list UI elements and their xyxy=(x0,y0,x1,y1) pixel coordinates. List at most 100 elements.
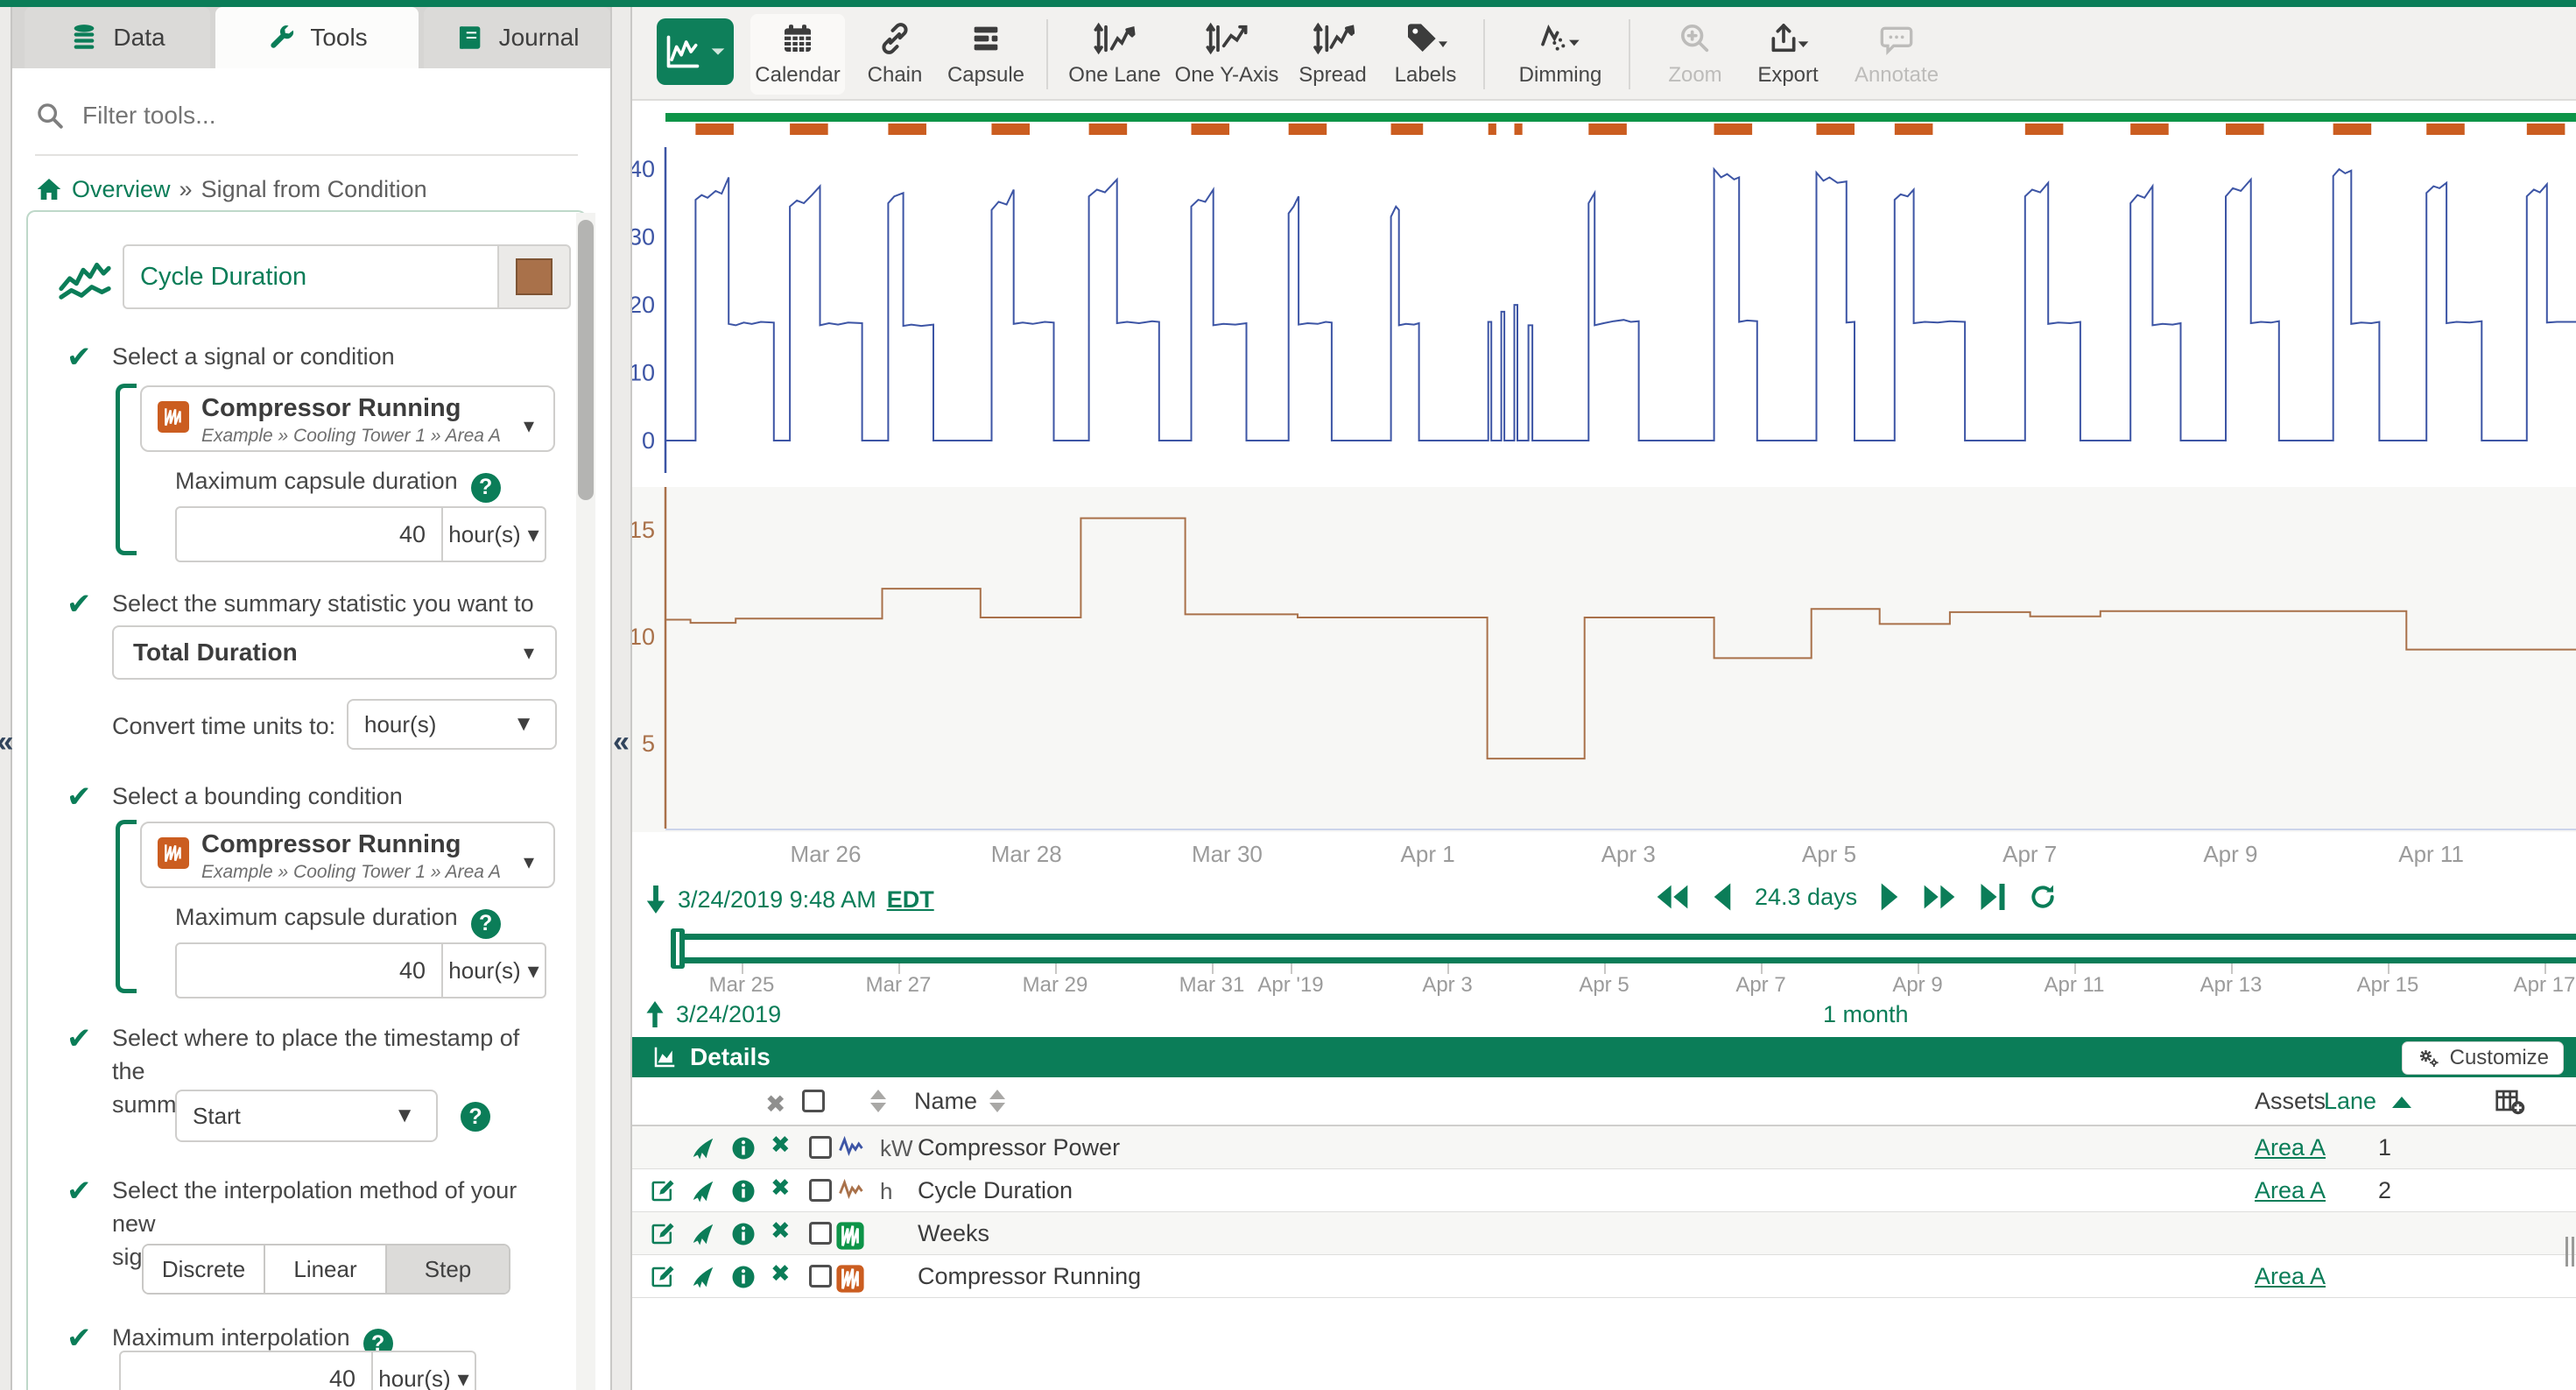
capsule-segment-compressor-running[interactable] xyxy=(1816,123,1855,135)
result-name-input[interactable] xyxy=(123,244,497,309)
asset-link[interactable]: Area A xyxy=(2255,1177,2326,1204)
capsule-segment-compressor-running[interactable] xyxy=(2333,123,2372,135)
send-to-trend-icon[interactable] xyxy=(690,1264,716,1290)
column-assets-header[interactable]: Assets xyxy=(2255,1088,2326,1115)
capsule-segment-compressor-running[interactable] xyxy=(888,123,926,135)
send-to-trend-icon[interactable] xyxy=(690,1135,716,1161)
range-start-text[interactable]: 3/24/2019 9:48 AM xyxy=(678,886,876,914)
capsule-segment-compressor-running[interactable] xyxy=(790,123,828,135)
asset-link[interactable]: Area A xyxy=(2255,1134,2326,1161)
select-all-checkbox[interactable] xyxy=(802,1090,825,1112)
interp-linear-button[interactable]: Linear xyxy=(265,1245,387,1293)
series-compressor-power[interactable] xyxy=(665,169,2576,441)
max-interpolation-unit[interactable]: hour(s)▾ xyxy=(373,1351,476,1390)
row-checkbox[interactable] xyxy=(809,1222,832,1245)
capsule-segment-compressor-running[interactable] xyxy=(2527,123,2565,135)
table-row[interactable]: ✖Compressor RunningArea A xyxy=(632,1255,2576,1298)
capsule-button[interactable]: Capsule xyxy=(940,14,1031,95)
dimming-button[interactable]: Dimming xyxy=(1508,14,1613,95)
table-row[interactable]: ✖kWCompressor PowerArea A1 xyxy=(632,1126,2576,1169)
step-to-end-icon[interactable] xyxy=(1980,882,2006,912)
refresh-icon[interactable] xyxy=(2029,882,2057,912)
spread-button[interactable]: Spread xyxy=(1289,14,1376,95)
sort-icon[interactable] xyxy=(870,1090,886,1112)
step-forward-icon[interactable] xyxy=(1880,882,1899,912)
convert-time-units-select[interactable]: hour(s) ▼ xyxy=(347,699,557,750)
capsule-segment-compressor-running[interactable] xyxy=(695,123,734,135)
item-name[interactable]: Cycle Duration xyxy=(918,1177,1073,1204)
bounding-capsule-duration-input[interactable] xyxy=(175,942,443,998)
capsule-segment-compressor-running[interactable] xyxy=(1192,123,1230,135)
table-row[interactable]: ✖Weeks xyxy=(632,1212,2576,1255)
remove-item-icon[interactable]: ✖ xyxy=(771,1132,797,1158)
edit-icon[interactable] xyxy=(650,1264,676,1290)
display-range-start[interactable]: 3/24/2019 9:48 AM EDT xyxy=(644,886,934,914)
tool-panel-scrollbar[interactable] xyxy=(576,213,595,1390)
column-lane-header[interactable]: Lane xyxy=(2324,1088,2376,1115)
step-forward-large-icon[interactable] xyxy=(1922,882,1957,912)
capsule-segment-compressor-running[interactable] xyxy=(1515,123,1523,135)
investigate-start[interactable]: 3/24/2019 xyxy=(644,1001,781,1028)
capsule-segment-compressor-running[interactable] xyxy=(1895,123,1933,135)
collapse-sidebar-chevron-icon[interactable]: « xyxy=(613,725,630,759)
capsule-segment-compressor-running[interactable] xyxy=(2025,123,2064,135)
panel-resize-grip[interactable] xyxy=(2565,1237,2574,1267)
send-to-trend-icon[interactable] xyxy=(690,1221,716,1247)
capsule-segment-compressor-running[interactable] xyxy=(1588,123,1627,135)
asset-link[interactable]: Area A xyxy=(2255,1263,2326,1290)
row-checkbox[interactable] xyxy=(809,1265,832,1288)
edit-icon[interactable] xyxy=(650,1221,676,1247)
capsule-segment-compressor-running[interactable] xyxy=(991,123,1030,135)
help-icon[interactable]: ? xyxy=(461,1102,490,1132)
edit-icon[interactable] xyxy=(650,1178,676,1204)
row-checkbox[interactable] xyxy=(809,1136,832,1159)
filter-tools-input[interactable] xyxy=(82,102,520,130)
help-icon[interactable]: ? xyxy=(471,473,501,503)
timeline-left-handle[interactable] xyxy=(671,928,685,969)
timestamp-select[interactable]: Start ▼ xyxy=(175,1090,438,1142)
timeline-selected-range[interactable] xyxy=(676,934,2576,963)
bounding-condition-select[interactable]: Compressor Running Example » Cooling Tow… xyxy=(140,822,555,888)
tab-data[interactable]: Data xyxy=(25,7,210,68)
one-lane-button[interactable]: One Lane xyxy=(1063,14,1166,95)
help-icon[interactable]: ? xyxy=(471,909,501,939)
item-name[interactable]: Compressor Power xyxy=(918,1134,1120,1161)
info-icon[interactable] xyxy=(730,1178,757,1204)
color-swatch-box[interactable] xyxy=(497,244,571,309)
info-icon[interactable] xyxy=(730,1264,757,1290)
export-button[interactable]: Export xyxy=(1744,14,1832,95)
remove-item-icon[interactable]: ✖ xyxy=(771,1175,797,1201)
breadcrumb-overview-link[interactable]: Overview xyxy=(72,176,171,203)
item-name[interactable]: Weeks xyxy=(918,1220,989,1247)
timeline-span-label[interactable]: 1 month xyxy=(1823,1001,1909,1028)
table-row[interactable]: ✖hCycle DurationArea A2 xyxy=(632,1169,2576,1212)
capsule-segment-compressor-running[interactable] xyxy=(1489,123,1496,135)
collapse-sidebar-strip[interactable]: « xyxy=(610,7,632,1390)
bounding-capsule-duration-unit[interactable]: hour(s)▾ xyxy=(443,942,546,998)
add-column-icon[interactable] xyxy=(2494,1086,2525,1118)
max-interpolation-input[interactable] xyxy=(119,1351,373,1390)
capsule-segment-compressor-running[interactable] xyxy=(1089,123,1128,135)
capsule-segment-compressor-running[interactable] xyxy=(2226,123,2264,135)
info-icon[interactable] xyxy=(730,1221,757,1247)
capsule-segment-compressor-running[interactable] xyxy=(1289,123,1327,135)
tab-journal[interactable]: Journal xyxy=(424,7,610,68)
one-y-axis-button[interactable]: One Y-Axis xyxy=(1172,14,1282,95)
timezone-link[interactable]: EDT xyxy=(887,886,934,914)
interp-discrete-button[interactable]: Discrete xyxy=(144,1245,265,1293)
trend-chart-area[interactable]: 40302010015105Mar 26Mar 28Mar 30Apr 1Apr… xyxy=(632,102,2576,878)
max-capsule-duration-unit[interactable]: hour(s)▾ xyxy=(443,506,546,562)
tab-tools[interactable]: Tools xyxy=(215,7,419,68)
customize-button[interactable]: Customize xyxy=(2402,1041,2564,1075)
scrollbar-thumb[interactable] xyxy=(578,220,594,500)
capsule-segment-compressor-running[interactable] xyxy=(2130,123,2169,135)
calendar-button[interactable]: Calendar xyxy=(750,14,845,95)
signal-select[interactable]: Compressor Running Example » Cooling Tow… xyxy=(140,385,555,452)
capsule-segment-weeks[interactable] xyxy=(665,113,2576,122)
send-to-trend-icon[interactable] xyxy=(690,1178,716,1204)
interp-step-button[interactable]: Step xyxy=(387,1245,509,1293)
remove-all-icon[interactable]: ✖ xyxy=(765,1090,785,1118)
row-checkbox[interactable] xyxy=(809,1179,832,1202)
capsule-segment-compressor-running[interactable] xyxy=(2426,123,2465,135)
max-capsule-duration-input[interactable] xyxy=(175,506,443,562)
